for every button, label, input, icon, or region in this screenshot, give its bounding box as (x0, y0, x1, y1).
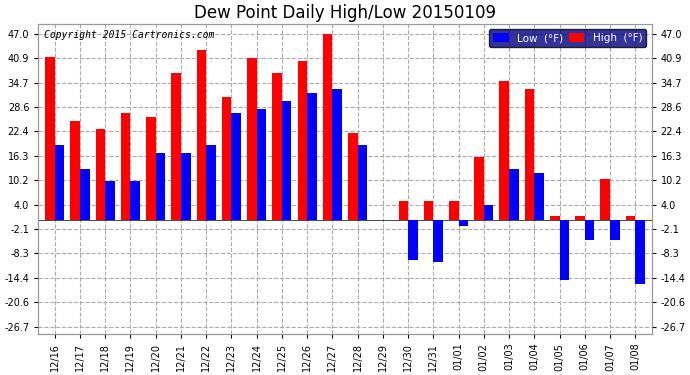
Bar (130, 181, 140, 220)
Bar (575, 216, 585, 220)
Bar (181, 153, 190, 220)
Bar (221, 97, 231, 220)
Bar (80, 169, 90, 220)
Bar (408, 220, 417, 260)
Bar (333, 89, 342, 220)
Bar (424, 201, 433, 220)
Bar (70, 121, 80, 220)
Bar (449, 201, 459, 220)
Bar (560, 220, 569, 280)
Bar (474, 157, 484, 220)
Bar (197, 50, 206, 220)
Bar (282, 101, 291, 220)
Bar (45, 57, 55, 220)
Bar (206, 145, 216, 220)
Bar (433, 220, 443, 262)
Bar (610, 220, 620, 240)
Bar (534, 173, 544, 220)
Bar (297, 62, 307, 220)
Bar (146, 117, 156, 220)
Legend: Low  (°F), High  (°F): Low (°F), High (°F) (489, 29, 647, 48)
Bar (171, 74, 181, 220)
Text: Copyright 2015 Cartronics.com: Copyright 2015 Cartronics.com (44, 30, 215, 40)
Bar (500, 81, 509, 220)
Bar (399, 201, 408, 220)
Bar (600, 179, 610, 220)
Bar (348, 133, 357, 220)
Bar (585, 220, 594, 240)
Bar (247, 58, 257, 220)
Bar (257, 109, 266, 220)
Bar (105, 181, 115, 220)
Title: Dew Point Daily High/Low 20150109: Dew Point Daily High/Low 20150109 (194, 4, 496, 22)
Bar (484, 204, 493, 220)
Bar (121, 113, 130, 220)
Bar (231, 113, 241, 220)
Bar (357, 145, 367, 220)
Bar (273, 74, 282, 220)
Bar (635, 220, 645, 284)
Bar (55, 145, 64, 220)
Bar (626, 216, 635, 220)
Bar (96, 129, 105, 220)
Bar (459, 220, 469, 226)
Bar (323, 34, 333, 220)
Bar (156, 153, 166, 220)
Bar (509, 169, 519, 220)
Bar (550, 216, 560, 220)
Bar (524, 89, 534, 220)
Bar (307, 93, 317, 220)
